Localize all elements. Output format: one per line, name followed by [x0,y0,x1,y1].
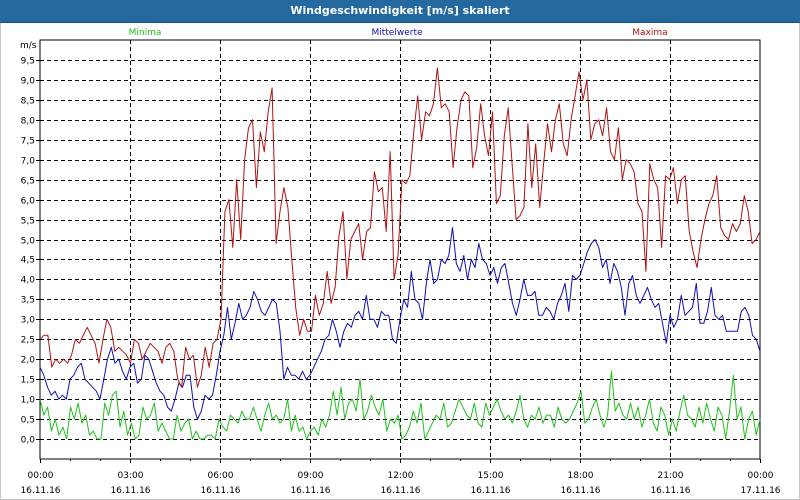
x-tick-date-label: 16.11.16 [110,486,150,496]
series-line-maxima [39,67,761,388]
x-tick-time-label: 00:00 [28,471,54,481]
legend-mittelwerte: Mittelwerte [371,28,422,38]
x-tick-time-label: 12:00 [388,471,414,481]
y-tick-label: 5,5 [21,217,35,227]
y-tick-label: 8,5 [21,97,35,107]
window-title: Windgeschwindigkeit [m/s] skaliert [0,0,800,23]
x-tick-date-label: 16.11.16 [200,486,240,496]
x-tick-date-label: 16.11.16 [380,486,420,496]
y-axis-label: m/s [20,41,37,51]
x-tick-date-label: 16.11.16 [470,486,510,496]
x-tick-date-label: 16.11.16 [20,486,60,496]
legend-maxima: Maxima [632,28,667,38]
y-tick-label: 6,5 [21,177,35,187]
plot-border [39,39,761,460]
x-tick-date-label: 17.11.16 [740,486,780,496]
series-line-mittelwerte [39,227,761,420]
y-tick-label: 1,0 [21,396,36,406]
series-line-minima [39,370,761,440]
x-tick-date-label: 16.11.16 [650,486,690,496]
y-tick-label: 2,0 [21,356,36,366]
x-tick-time-label: 03:00 [118,471,144,481]
y-tick-label: 6,0 [21,197,36,207]
y-tick-label: 0,5 [21,416,35,426]
x-tick-date-label: 16.11.16 [560,486,600,496]
y-tick-label: 5,0 [21,237,36,247]
y-tick-label: 0,0 [21,436,36,446]
x-tick-time-label: 00:00 [748,471,774,481]
x-tick-time-label: 06:00 [208,471,234,481]
y-tick-label: 7,0 [21,157,36,167]
y-tick-label: 3,0 [21,316,36,326]
y-tick-label: 9,0 [21,77,36,87]
y-tick-label: 1,5 [21,376,35,386]
series-layer [39,67,761,440]
y-tick-label: 2,5 [21,336,35,346]
y-tick-label: 4,0 [21,276,36,286]
y-tick-label: 8,0 [21,117,36,127]
x-tick-date-label: 16.11.16 [290,486,330,496]
y-tick-label: 4,5 [21,256,35,266]
x-tick-time-label: 18:00 [568,471,594,481]
legend-minima: Minima [129,28,162,38]
y-tick-label: 3,5 [21,296,35,306]
x-tick-time-label: 21:00 [658,471,684,481]
axes-layer: m/s Minima Mittelwerte Maxima 0,0 0,5 1,0 1… [20,28,781,496]
x-tick-time-label: 09:00 [298,471,324,481]
y-tick-label: 9,5 [21,57,35,67]
y-tick-label: 7,5 [21,137,35,147]
x-tick-time-label: 15:00 [478,471,504,481]
